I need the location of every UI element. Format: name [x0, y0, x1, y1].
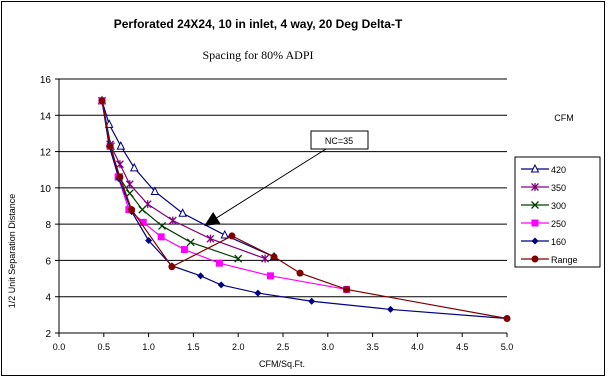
x-tick-label-8: 4.0 — [411, 342, 424, 352]
point-160-4 — [145, 236, 153, 244]
y-tick-label-7: 16 — [40, 75, 52, 86]
series-layer — [97, 95, 511, 322]
series-line-350 — [101, 100, 266, 260]
point-300-4 — [138, 205, 147, 214]
point-160-6 — [197, 272, 205, 280]
legend-title: CFM — [554, 113, 574, 123]
x-tick-label-5: 2.5 — [277, 342, 290, 352]
point-350-5 — [168, 216, 177, 225]
y-tick-label-5: 12 — [40, 148, 52, 159]
point-300-6 — [186, 238, 195, 247]
point-350-2 — [115, 160, 124, 169]
annotation: NC=35 — [204, 130, 369, 226]
point-300-7 — [234, 254, 243, 263]
point-250-4 — [139, 218, 147, 226]
point-range-7 — [296, 269, 304, 277]
y-axis-label: 1/2 Unit Separation Distance — [7, 194, 17, 309]
legend-label-420: 420 — [551, 165, 566, 175]
point-range-1 — [106, 142, 114, 150]
x-tick-label-3: 1.5 — [187, 342, 200, 352]
series-line-420 — [101, 100, 275, 258]
annotation-box — [310, 130, 369, 150]
y-tick-label-6: 14 — [40, 111, 52, 122]
point-range-5 — [228, 232, 236, 240]
point-250-6 — [180, 246, 188, 254]
chart-subtitle: Spacing for 80% ADPI — [203, 48, 314, 62]
legend: 420 350 300 250 160 Range — [514, 156, 601, 268]
legend-label-350: 350 — [551, 183, 566, 193]
point-range-0 — [98, 97, 106, 105]
x-tick-label-1: 0.5 — [98, 342, 111, 352]
y-tick-label-1: 4 — [45, 293, 51, 304]
legend-marker-range — [531, 255, 539, 263]
point-250-8 — [266, 272, 274, 280]
point-300-3 — [125, 189, 134, 198]
point-range-8 — [343, 285, 351, 293]
point-250-7 — [215, 259, 223, 267]
x-tick-label-10: 5.0 — [501, 342, 514, 352]
x-tick-label-2: 1.0 — [142, 342, 155, 352]
series-250 — [98, 97, 351, 293]
point-160-7 — [217, 281, 225, 289]
point-250-5 — [157, 233, 165, 241]
legend-label-300: 300 — [551, 201, 566, 211]
point-range-9 — [503, 314, 511, 322]
annotation-arrow-line — [209, 148, 327, 223]
x-tick-label-7: 3.5 — [366, 342, 379, 352]
annotation-arrow-head — [204, 212, 221, 226]
point-160-10 — [387, 305, 395, 313]
point-350-7 — [261, 254, 270, 263]
point-160-9 — [308, 297, 316, 305]
point-160-8 — [254, 289, 262, 297]
series-420 — [97, 95, 279, 261]
point-range-3 — [128, 206, 136, 214]
series-160 — [98, 97, 511, 322]
legend-label-250: 250 — [551, 219, 566, 229]
legend-label-range: Range — [551, 255, 578, 265]
tick-labels: 2 4 6 8 10 12 14 16 0.0 0.5 1.0 1.5 2.0 2.5 3.0 3.5 4.0 4… — [40, 75, 513, 352]
point-350-3 — [125, 180, 134, 189]
legend-marker-160 — [531, 237, 539, 245]
y-tick-label-3: 8 — [45, 220, 51, 231]
point-420-2 — [116, 141, 126, 150]
x-axis-label: CFM/Sq.Ft. — [259, 359, 305, 369]
x-tick-label-6: 3.0 — [322, 342, 335, 352]
grid-lines — [59, 78, 507, 334]
x-tick-label-0: 0.0 — [53, 342, 66, 352]
y-tick-label-0: 2 — [45, 329, 51, 340]
legend-marker-350 — [531, 183, 539, 191]
x-tick-label-9: 4.5 — [456, 342, 469, 352]
point-420-6 — [220, 229, 230, 239]
point-350-6 — [206, 234, 215, 243]
y-tick-label-2: 6 — [45, 256, 51, 267]
annotation-label: NC=35 — [325, 136, 353, 146]
legend-marker-300 — [531, 201, 539, 209]
series-line-160 — [101, 100, 508, 320]
point-420-3 — [129, 162, 139, 172]
point-range-6 — [270, 253, 278, 261]
legend-marker-420 — [530, 163, 540, 173]
legend-marker-250 — [531, 219, 539, 227]
x-tick-label-4: 2.0 — [232, 342, 245, 352]
series-line-250 — [101, 100, 347, 291]
point-range-4 — [168, 263, 176, 271]
series-range — [98, 97, 511, 322]
point-420-5 — [178, 208, 187, 217]
point-420-4 — [150, 186, 160, 195]
legend-box — [514, 156, 601, 268]
series-line-range — [101, 100, 508, 320]
point-300-5 — [158, 221, 166, 230]
axes — [55, 78, 508, 337]
legend-label-160: 160 — [551, 237, 566, 247]
point-range-2 — [116, 173, 124, 181]
chart-title: Perforated 24X24, 10 in inlet, 4 way, 20… — [114, 17, 403, 31]
y-tick-label-4: 10 — [40, 184, 52, 195]
